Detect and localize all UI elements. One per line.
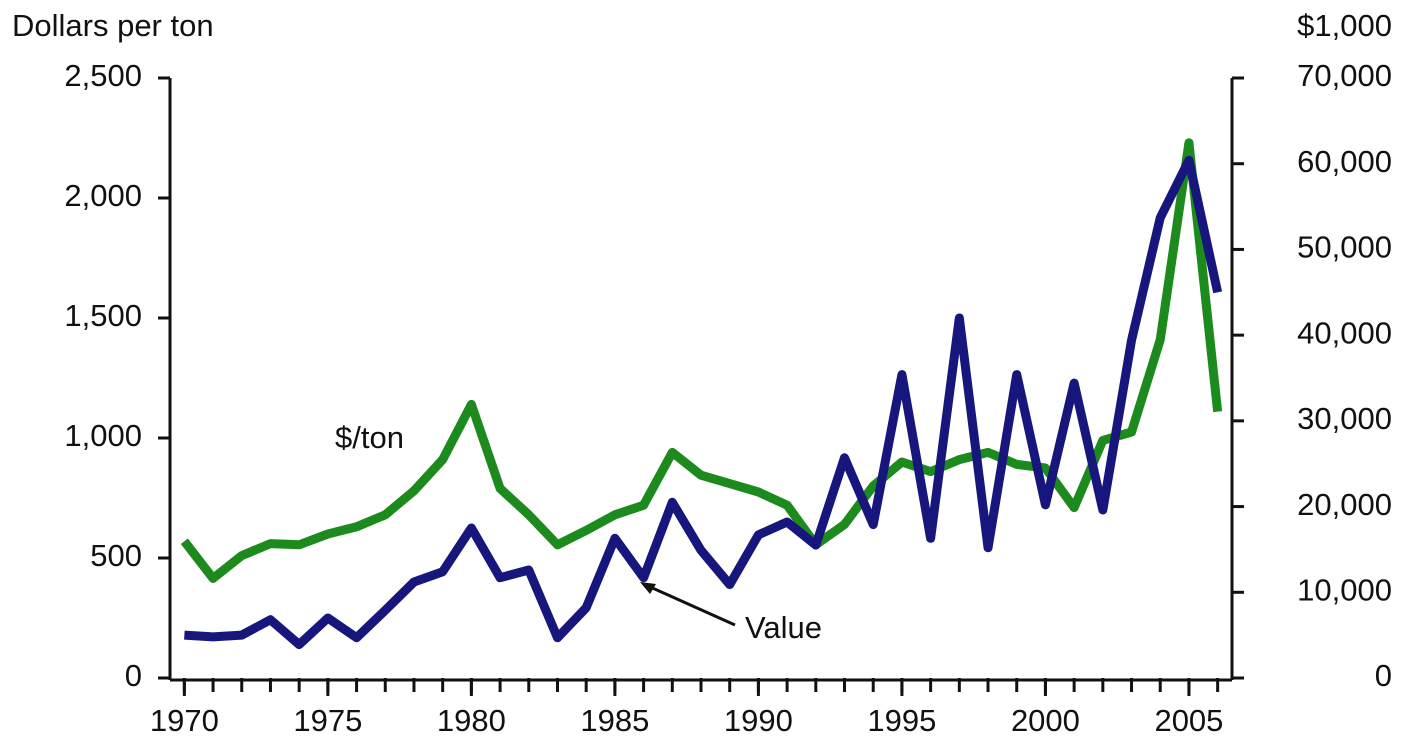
series-line	[184, 155, 1223, 650]
y-tick-label: 1,500	[64, 298, 142, 333]
y2-axis-title: $1,000	[1297, 8, 1392, 43]
x-tick-label: 1980	[437, 703, 506, 738]
series-label: $/ton	[335, 420, 404, 455]
y-tick-label: 500	[90, 538, 142, 573]
y-tick-label: 2,500	[64, 58, 142, 93]
y-axis-title: Dollars per ton	[12, 8, 214, 43]
y2-tick-label: 0	[1375, 658, 1392, 693]
x-tick-label: 1970	[150, 703, 219, 738]
y2-tick-label: 60,000	[1297, 144, 1392, 179]
y2-tick-label: 30,000	[1297, 401, 1392, 436]
x-tick-label: 2000	[1011, 703, 1080, 738]
series-label: Value	[745, 610, 822, 645]
y2-tick-label: 10,000	[1297, 572, 1392, 607]
x-tick-label: 1975	[293, 703, 362, 738]
label-arrow	[647, 584, 736, 627]
y2-tick-label: 50,000	[1297, 230, 1392, 265]
x-tick-label: 2005	[1154, 703, 1223, 738]
y-tick-label: 0	[125, 658, 142, 693]
y2-tick-label: 20,000	[1297, 487, 1392, 522]
series-line	[180, 138, 1223, 583]
label-arrowhead	[640, 582, 656, 594]
x-tick-label: 1990	[724, 703, 793, 738]
y2-tick-label: 40,000	[1297, 315, 1392, 350]
x-tick-label: 1995	[867, 703, 936, 738]
y-tick-label: 2,000	[64, 178, 142, 213]
x-tick-label: 1985	[580, 703, 649, 738]
y2-tick-label: 70,000	[1297, 58, 1392, 93]
y-tick-label: 1,000	[64, 418, 142, 453]
